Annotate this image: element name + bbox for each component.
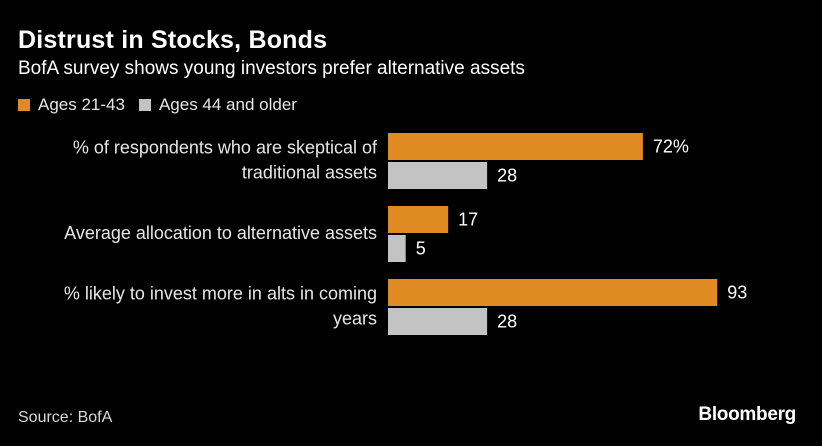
data-label-2-series-1: 28: [497, 312, 517, 332]
data-label-0-series-0: 72%: [653, 137, 689, 157]
chart-subtitle: BofA survey shows young investors prefer…: [18, 58, 525, 79]
category-label-1-line-0: Average allocation to alternative assets: [64, 223, 377, 243]
legend-label-young: Ages 21-43: [38, 95, 125, 114]
bar-0-series-0: [388, 133, 643, 160]
chart-title: Distrust in Stocks, Bonds: [18, 26, 328, 54]
category-label-2-line-1: years: [333, 309, 377, 329]
legend-swatch-older: [138, 99, 151, 111]
category-label-0-line-0: % of respondents who are skeptical of: [73, 138, 378, 158]
category-label-2-line-0: % likely to invest more in alts in comin…: [64, 284, 377, 304]
category-label-0-line-1: traditional assets: [242, 163, 377, 183]
bar-1-series-1: [388, 235, 406, 262]
bar-1-series-0: [388, 206, 449, 233]
legend: Ages 21-43 Ages 44 and older: [18, 95, 311, 115]
legend-swatch-young: [18, 99, 30, 111]
legend-item-young: Ages 21-43: [18, 95, 125, 115]
data-label-0-series-1: 28: [497, 166, 517, 186]
legend-item-older: Ages 44 and older: [138, 95, 297, 115]
bar-2-series-1: [388, 308, 488, 335]
legend-label-older: Ages 44 and older: [158, 95, 297, 114]
bar-2-series-0: [388, 279, 718, 306]
bloomberg-logo: Bloomberg: [698, 404, 796, 425]
data-label-1-series-0: 17: [458, 210, 478, 230]
source-note: Source: BofA: [18, 409, 113, 426]
bar-0-series-1: [388, 162, 488, 189]
data-label-2-series-0: 93: [727, 283, 747, 303]
data-label-1-series-1: 5: [416, 239, 426, 259]
